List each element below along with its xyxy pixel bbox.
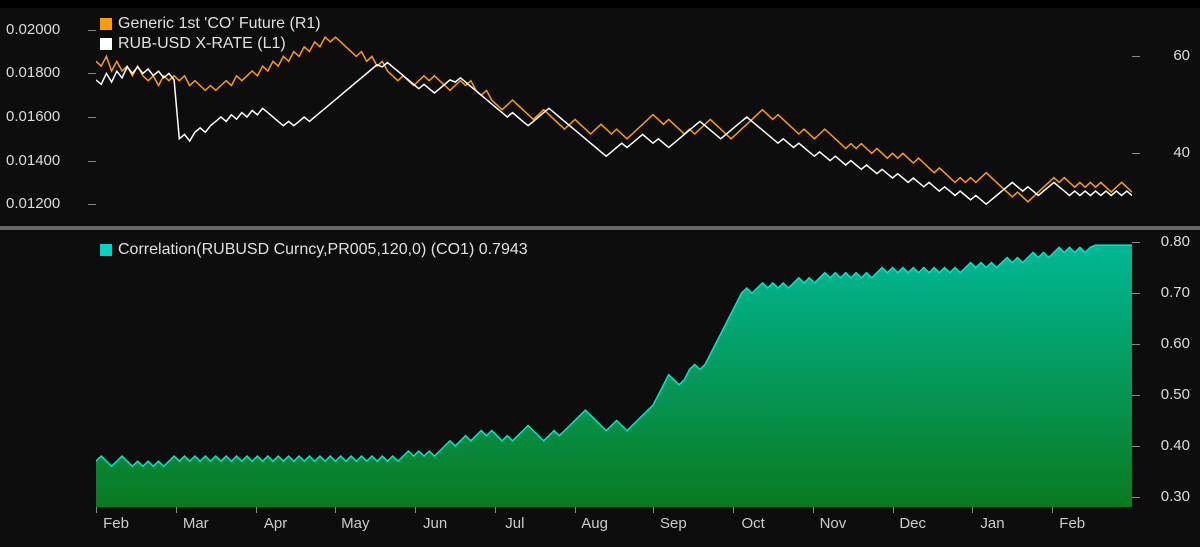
x-label: Sep — [660, 515, 687, 532]
top-chart-svg — [96, 8, 1132, 226]
x-label: Feb — [103, 515, 129, 532]
chart-container: Generic 1st 'CO' Future (R1) RUB-USD X-R… — [0, 0, 1200, 547]
y-label-right: 0.70 — [1161, 284, 1190, 301]
y-label-right: 0.40 — [1161, 437, 1190, 454]
x-label: Oct — [741, 515, 764, 532]
x-label: Jul — [505, 515, 524, 532]
x-label: May — [341, 515, 369, 532]
y-label-left: 0.01800 — [6, 64, 60, 81]
bottom-chart-svg — [96, 232, 1132, 507]
y-label-right: 0.50 — [1161, 386, 1190, 403]
x-label: Apr — [264, 515, 287, 532]
x-label: Nov — [820, 515, 847, 532]
y-label-right: 0.80 — [1161, 233, 1190, 250]
top-price-chart: Generic 1st 'CO' Future (R1) RUB-USD X-R… — [0, 8, 1200, 226]
x-label: Aug — [581, 515, 608, 532]
window-top-bar — [0, 0, 1200, 8]
bottom-correlation-chart: Correlation(RUBUSD Curncy,PR005,120,0) (… — [0, 232, 1200, 507]
y-label-right: 40 — [1173, 144, 1190, 161]
y-label-left: 0.01200 — [6, 195, 60, 212]
x-label: Mar — [183, 515, 209, 532]
y-label-left: 0.01400 — [6, 152, 60, 169]
x-label: Feb — [1059, 515, 1085, 532]
y-label-left: 0.01600 — [6, 108, 60, 125]
y-label-left: 0.02000 — [6, 21, 60, 38]
x-label: Dec — [899, 515, 926, 532]
y-label-right: 60 — [1173, 47, 1190, 64]
y-label-right: 0.30 — [1161, 488, 1190, 505]
x-axis: Feb Mar Apr May Jun Jul Aug Sep Oct Nov Dec Jan Feb — [0, 507, 1200, 547]
x-label: Jun — [423, 515, 447, 532]
x-label: Jan — [980, 515, 1004, 532]
y-label-right: 0.60 — [1161, 335, 1190, 352]
panel-divider — [0, 226, 1200, 230]
